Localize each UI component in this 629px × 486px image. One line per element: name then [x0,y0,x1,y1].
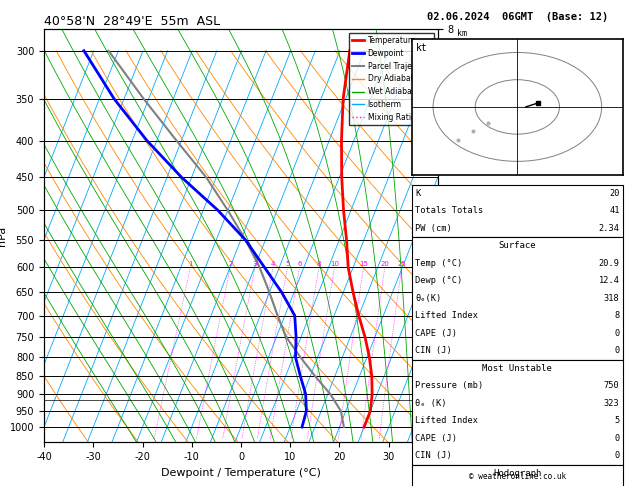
Text: 0: 0 [615,434,620,443]
Text: Lifted Index: Lifted Index [415,417,478,425]
Text: CAPE (J): CAPE (J) [415,329,457,338]
Text: 40°58'N  28°49'E  55m  ASL: 40°58'N 28°49'E 55m ASL [44,15,220,28]
Text: 5: 5 [286,261,290,267]
Text: CIN (J): CIN (J) [415,347,452,355]
Text: Surface: Surface [499,242,536,250]
Text: kt: kt [416,43,428,53]
Legend: Temperature, Dewpoint, Parcel Trajectory, Dry Adiabat, Wet Adiabat, Isotherm, Mi: Temperature, Dewpoint, Parcel Trajectory… [349,33,434,125]
Text: 4: 4 [271,261,276,267]
Text: Pressure (mb): Pressure (mb) [415,382,484,390]
Text: 8: 8 [317,261,321,267]
Text: 1: 1 [188,261,192,267]
Text: Hodograph: Hodograph [493,469,542,478]
Text: 8: 8 [615,312,620,320]
Y-axis label: hPa: hPa [0,226,7,246]
Text: © weatheronline.co.uk: © weatheronline.co.uk [469,472,566,481]
X-axis label: Dewpoint / Temperature (°C): Dewpoint / Temperature (°C) [161,468,321,478]
Text: PW (cm): PW (cm) [415,224,452,233]
Text: 318: 318 [604,294,620,303]
Text: CAPE (J): CAPE (J) [415,434,457,443]
Text: 0: 0 [615,451,620,460]
Text: 10: 10 [330,261,339,267]
Text: θₑ (K): θₑ (K) [415,399,447,408]
Text: 0: 0 [615,329,620,338]
Text: 3: 3 [253,261,257,267]
Text: 0: 0 [615,347,620,355]
Text: 41: 41 [609,207,620,215]
Text: 750: 750 [604,382,620,390]
Text: Temp (°C): Temp (°C) [415,259,462,268]
Text: 2: 2 [228,261,232,267]
Text: Lifted Index: Lifted Index [415,312,478,320]
Text: 20.9: 20.9 [599,259,620,268]
Text: km
ASL: km ASL [454,29,469,49]
Text: 20: 20 [609,189,620,198]
Text: 6: 6 [298,261,302,267]
Text: 2.34: 2.34 [599,224,620,233]
Text: Dewp (°C): Dewp (°C) [415,277,462,285]
Text: Totals Totals: Totals Totals [415,207,484,215]
Y-axis label: Mixing Ratio (g/kg): Mixing Ratio (g/kg) [489,190,499,282]
Text: LCL: LCL [440,396,455,404]
Text: 20: 20 [381,261,389,267]
Text: 5: 5 [615,417,620,425]
Text: 323: 323 [604,399,620,408]
Text: Most Unstable: Most Unstable [482,364,552,373]
Text: CIN (J): CIN (J) [415,451,452,460]
Text: K: K [415,189,420,198]
Text: 12.4: 12.4 [599,277,620,285]
Text: 25: 25 [398,261,406,267]
Text: 02.06.2024  06GMT  (Base: 12): 02.06.2024 06GMT (Base: 12) [426,12,608,22]
Text: θₑ(K): θₑ(K) [415,294,442,303]
Text: 15: 15 [359,261,368,267]
